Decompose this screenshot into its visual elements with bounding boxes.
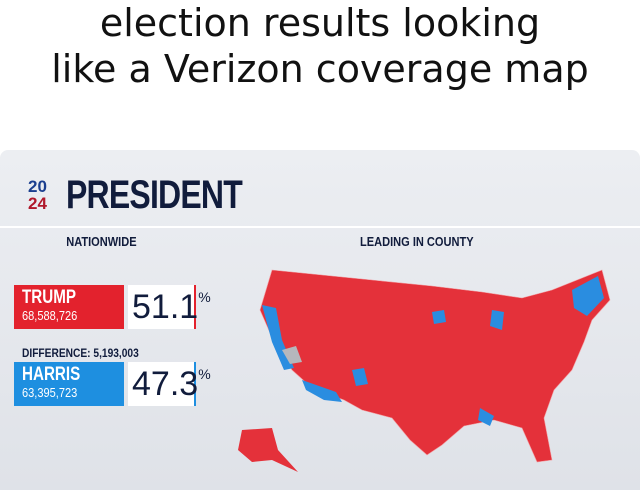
alaska <box>238 428 298 472</box>
percent-sign: % <box>198 366 211 382</box>
grey-region <box>282 346 302 364</box>
divider <box>0 226 640 228</box>
logo-top: 20 <box>28 177 47 196</box>
logo: 20 24 <box>28 178 66 212</box>
percent-sign: % <box>198 289 211 305</box>
caption-line: election results looking <box>99 1 541 45</box>
us-map <box>259 269 611 463</box>
header-title: PRESIDENT <box>66 172 243 217</box>
candidate-votes: 68,588,726 <box>22 308 78 323</box>
blue-region <box>432 310 446 324</box>
percent: 51.1 <box>132 287 199 326</box>
blue-region <box>302 380 342 402</box>
percent: 47.3 <box>132 364 199 403</box>
candidate-box: HARRIS 63,395,723 <box>14 362 124 406</box>
percent-box: 47.3% <box>128 362 211 406</box>
difference: DIFFERENCE: 5,193,003 <box>22 346 139 360</box>
logo-bottom: 24 <box>28 194 47 213</box>
candidate-votes: 63,395,723 <box>22 385 78 400</box>
percent-box: 51.1% <box>128 285 211 329</box>
candidate-name: TRUMP <box>22 287 77 308</box>
column-heading: NATIONWIDE <box>66 234 137 249</box>
header: 20 24 PRESIDENT <box>28 170 286 220</box>
county-map <box>238 269 611 472</box>
blue-region <box>490 310 504 330</box>
blue-region <box>572 276 604 316</box>
caption-line: like a Verizon coverage map <box>51 47 589 91</box>
column-heading: LEADING IN COUNTY <box>360 234 474 249</box>
blue-region <box>352 368 368 386</box>
blue-region <box>478 408 494 426</box>
results-panel: 20 24 PRESIDENT NATIONWIDE LEADING IN COU… <box>0 150 640 490</box>
caption: election results looking like a Verizon … <box>0 0 640 92</box>
candidate-name: HARRIS <box>22 364 81 385</box>
candidate-box: TRUMP 68,588,726 <box>14 285 124 329</box>
